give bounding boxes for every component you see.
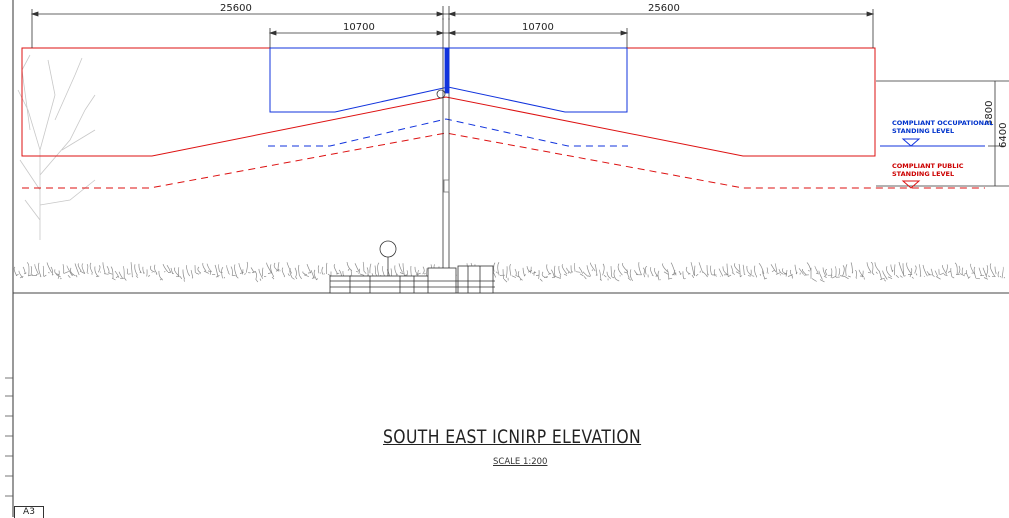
public-level-triangle: [901, 180, 921, 189]
inner-dimension: [268, 28, 629, 48]
vertical-dimension-lower-label: 6400: [998, 123, 1009, 148]
vegetation-band: [13, 261, 1006, 283]
mast: [436, 18, 450, 293]
inner-dimension-right-label: 10700: [522, 22, 554, 33]
public-standing-level: [22, 132, 985, 189]
drawing-scale: SCALE 1:200: [493, 457, 548, 467]
sheet-size-tag: A3: [14, 506, 44, 518]
public-level-label-text-line2: STANDING LEVEL: [892, 170, 954, 178]
vertical-dimension: [876, 80, 1009, 187]
occupational-level-label-text: COMPLIANT OCCUPATIONAL: [892, 119, 993, 127]
occupational-level-triangle: [901, 138, 921, 147]
vertical-dimension-upper-label: 3800: [984, 101, 995, 126]
border-ticks: [5, 377, 13, 497]
inner-dimension-left-label: 10700: [343, 22, 375, 33]
outer-dimension: [30, 6, 875, 48]
public-level-label: COMPLIANT PUBLIC STANDING LEVEL: [892, 162, 966, 178]
occupational-level-label-text-line2: STANDING LEVEL: [892, 127, 954, 135]
occupational-zone: [269, 47, 628, 113]
equipment-compound: [329, 240, 495, 294]
outer-dimension-right-label: 25600: [648, 3, 680, 14]
occupational-standing-level: [268, 118, 628, 147]
outer-dimension-left-label: 25600: [220, 3, 252, 14]
drawing-title: SOUTH EAST ICNIRP ELEVATION: [383, 426, 642, 448]
vegetation-hatch: [13, 261, 1006, 283]
public-zone: [21, 47, 876, 157]
public-level-label-text: COMPLIANT PUBLIC: [892, 162, 964, 170]
occupational-level-label: COMPLIANT OCCUPATIONAL STANDING LEVEL: [892, 119, 996, 135]
tree-outline: [17, 54, 96, 240]
